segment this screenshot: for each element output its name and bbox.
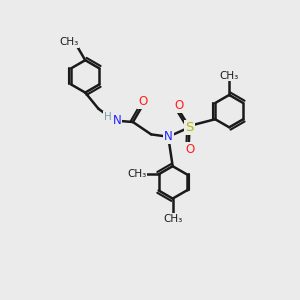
- Text: O: O: [138, 95, 147, 108]
- Text: S: S: [185, 121, 194, 134]
- Text: N: N: [164, 130, 172, 143]
- Text: H: H: [104, 112, 112, 122]
- Text: CH₃: CH₃: [59, 37, 78, 47]
- Text: CH₃: CH₃: [220, 70, 239, 80]
- Text: N: N: [112, 114, 122, 127]
- Text: O: O: [174, 99, 183, 112]
- Text: CH₃: CH₃: [163, 214, 182, 224]
- Text: O: O: [186, 142, 195, 156]
- Text: CH₃: CH₃: [127, 169, 146, 179]
